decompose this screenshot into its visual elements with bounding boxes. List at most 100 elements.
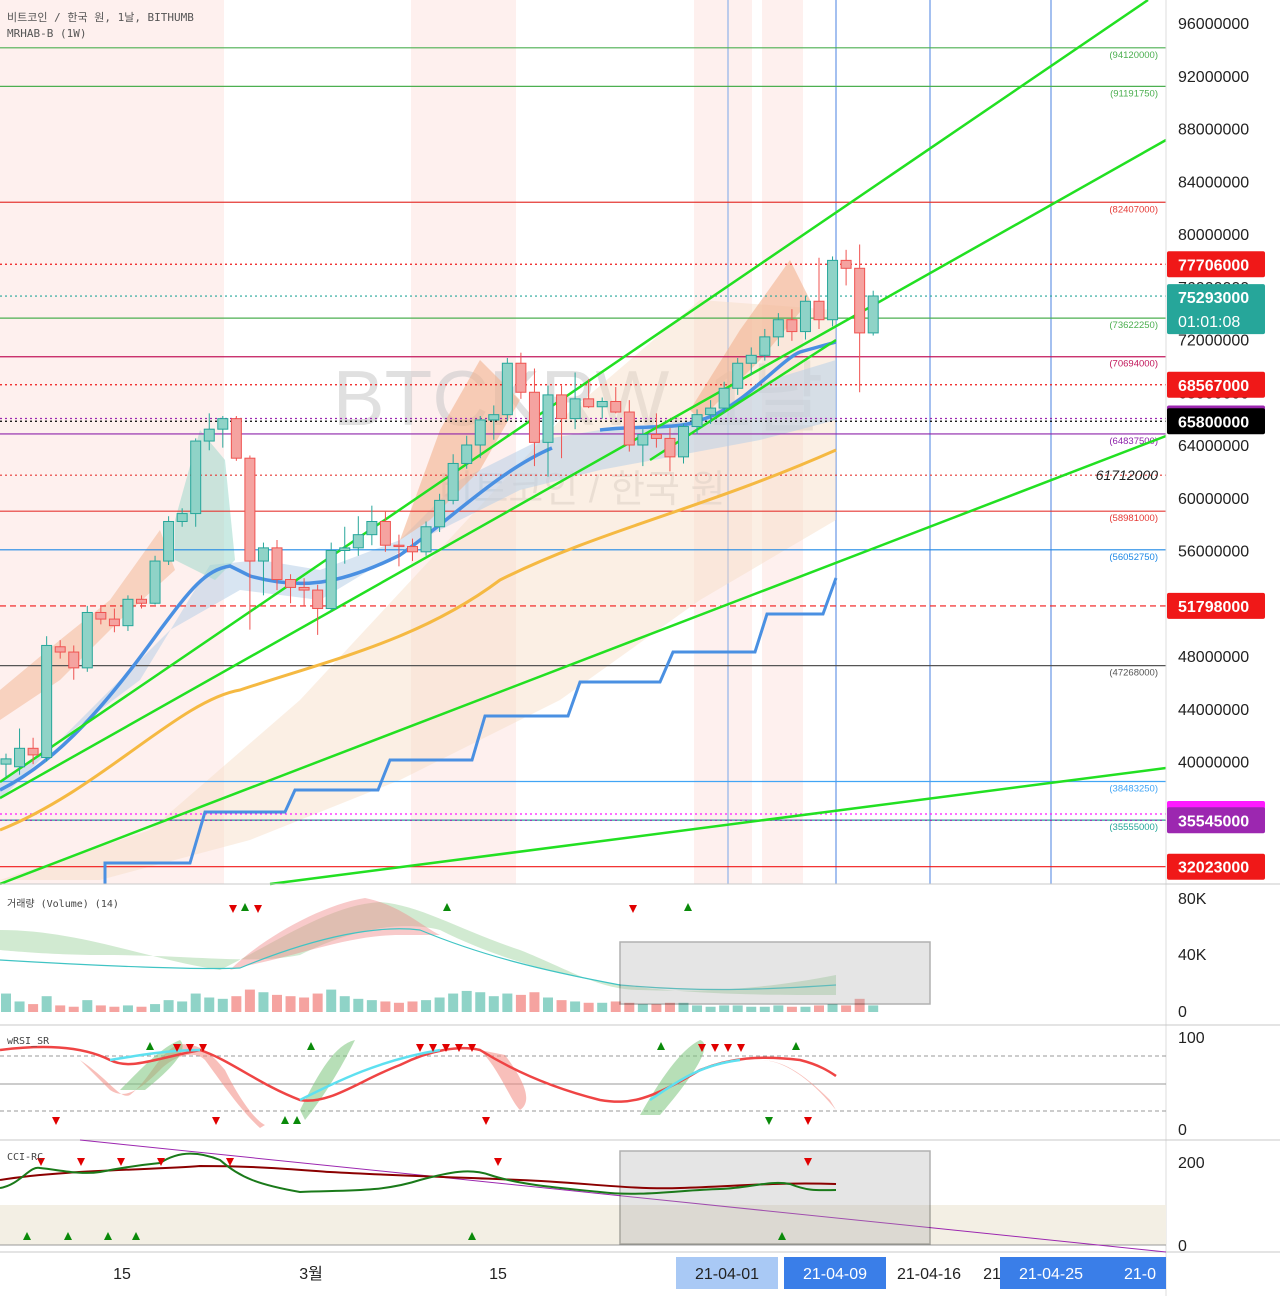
volume-bar-0 (1, 993, 11, 1012)
volume-bar-14 (190, 993, 201, 1012)
candle-body-24 (325, 550, 337, 610)
highlight-band-0 (0, 0, 224, 884)
price-tag-text-2: 68567000 (1178, 378, 1249, 395)
time-label-text-0: 15 (113, 1266, 131, 1283)
level-label-1: (91191750) (1110, 88, 1158, 99)
volume-bar-49 (664, 1002, 675, 1012)
time-label-text-6: 21 (983, 1266, 1001, 1283)
volume-bar-58 (786, 1006, 797, 1012)
candle-6 (81, 605, 93, 672)
cci-marker-5 (494, 1158, 502, 1166)
volume-bar-40 (543, 997, 553, 1012)
candle-43 (583, 379, 595, 409)
candle-8 (108, 608, 120, 633)
cci-pane-title[interactable]: CCI-RC (7, 1152, 44, 1163)
time-label-6: 21 (983, 1266, 1001, 1283)
price-tick-1: 92000000 (1178, 69, 1249, 86)
volume-bar-63 (854, 998, 865, 1012)
volume-bar-20 (272, 994, 282, 1012)
trend-line-3 (0, 434, 1167, 886)
volume-bar-48 (651, 1004, 662, 1012)
level-label-4: (70694000) (1109, 359, 1158, 370)
price-tag-text-8: 32023000 (1178, 860, 1249, 877)
candle-body-42 (569, 398, 581, 420)
level-label-8: (47268000) (1109, 668, 1158, 679)
price-tag-text-1: 75293000 (1178, 290, 1249, 307)
volume-bar-54 (732, 1005, 743, 1012)
symbol-title[interactable]: 비트코인 / 한국 원, 1날, BITHUMB (7, 11, 194, 24)
volume-bar-4 (55, 1005, 66, 1012)
candle-body-35 (474, 419, 486, 446)
rsi-marker-6 (429, 1044, 437, 1052)
candle-56 (759, 328, 771, 361)
candle-61 (827, 256, 839, 327)
level-label-2: (82407000) (1109, 204, 1158, 215)
level-label-9: (38483250) (1109, 784, 1158, 795)
candle-0 (0, 753, 12, 778)
volume-bar-56 (759, 1006, 770, 1012)
candle-body-12 (163, 520, 175, 562)
volume-bar-30 (407, 1001, 418, 1012)
indicator-title[interactable]: MRHAB-B (1W) (7, 27, 87, 40)
rsi-marker-21 (765, 1117, 773, 1125)
time-label-text-9: 21-0 (1124, 1266, 1156, 1283)
volume-bar-11 (150, 1004, 161, 1012)
time-label-text-4: 21-04-09 (803, 1266, 867, 1283)
volume-marker-5 (684, 903, 692, 911)
candle-10 (136, 595, 147, 609)
time-label-3: 21-04-01 (676, 1257, 778, 1289)
candle-body-55 (745, 354, 757, 364)
candle-2 (27, 737, 39, 765)
volume-bar-16 (217, 998, 228, 1012)
candle-33 (447, 454, 459, 505)
cci-tick-0: 200 (1178, 1155, 1205, 1172)
rsi-pane-title[interactable]: wRSI_SR (7, 1036, 50, 1047)
candle-4 (54, 640, 66, 659)
candle-body-23 (312, 589, 324, 610)
price-tag-box-7 (1167, 807, 1265, 834)
candle-45 (610, 386, 622, 414)
volume-bar-24 (326, 989, 337, 1012)
volume-bar-5 (68, 1006, 79, 1012)
volume-tick-2: 0 (1178, 1004, 1187, 1021)
rsi-marker-9 (468, 1044, 476, 1052)
volume-bar-12 (163, 1000, 174, 1012)
price-tick-10: 56000000 (1178, 544, 1249, 561)
rsi-cloud-4 (480, 1050, 527, 1110)
candle-16 (217, 415, 229, 448)
price-tick-8: 64000000 (1178, 438, 1249, 455)
cci-marker-4 (226, 1158, 234, 1166)
price-tag-box-1 (1167, 284, 1265, 335)
time-label-text-1: 3월 (299, 1265, 323, 1283)
candle-body-20 (271, 547, 283, 581)
volume-bar-53 (719, 1005, 730, 1012)
time-label-7: 21-04-25 (1000, 1257, 1102, 1289)
volume-bar-52 (705, 1006, 716, 1012)
cci-marker-12 (778, 1232, 786, 1240)
rsi-marker-1 (173, 1044, 181, 1052)
rsi-cloud-6 (760, 1060, 836, 1110)
volume-bar-29 (393, 1002, 404, 1012)
rsi-marker-16 (52, 1117, 60, 1125)
rsi-cloud-1 (80, 1044, 265, 1128)
volume-bar-42 (570, 1001, 581, 1012)
volume-bar-57 (773, 1005, 784, 1012)
cci-tick-1: 0 (1178, 1238, 1187, 1255)
cci-trend-line (79, 1139, 1167, 1253)
candle-body-15 (203, 428, 215, 442)
volume-pane-title[interactable]: 거래량 (Volume) (14) (7, 899, 119, 910)
candle-29 (393, 534, 405, 567)
candle-55 (745, 347, 757, 376)
candle-body-47 (637, 433, 649, 446)
price-tag-5: 51798000 (1167, 592, 1265, 619)
candle-13 (176, 508, 188, 527)
cci-marker-0 (37, 1158, 45, 1166)
volume-bar-41 (556, 1000, 567, 1012)
candle-body-33 (447, 462, 459, 501)
time-label-text-5: 21-04-16 (897, 1266, 961, 1283)
volume-bar-38 (515, 994, 526, 1012)
candle-body-54 (732, 362, 744, 389)
volume-bar-45 (610, 1001, 621, 1012)
rsi-marker-3 (199, 1044, 207, 1052)
